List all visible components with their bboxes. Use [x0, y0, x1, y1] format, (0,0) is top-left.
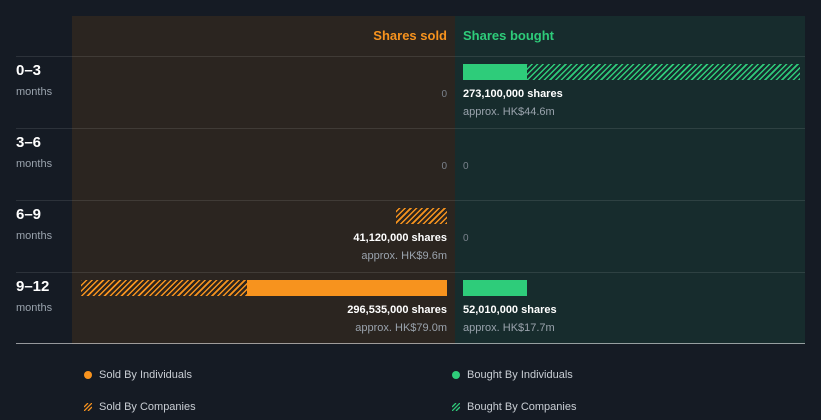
orange-dot-icon	[84, 371, 92, 379]
bought-companies-bar	[527, 64, 800, 80]
row-divider	[16, 272, 805, 273]
sold-zero-value: 0	[441, 161, 447, 172]
row-divider	[16, 200, 805, 201]
period-label: 9–12	[16, 278, 50, 295]
green-dot-icon	[452, 371, 460, 379]
sold-shares-value: 41,120,000 shares	[353, 232, 447, 244]
sold-companies-bar	[81, 280, 248, 296]
bought-shares-value: 273,100,000 shares	[463, 88, 563, 100]
bought-zero-value: 0	[463, 161, 469, 172]
legend-sold-individuals: Sold By Individuals	[84, 369, 192, 381]
sold-individuals-bar	[247, 280, 447, 296]
legend-bought-companies: Bought By Companies	[452, 401, 576, 413]
period-label: 3–6	[16, 134, 42, 151]
legend-sold-companies: Sold By Companies	[84, 401, 196, 413]
bought-shares-value: 52,010,000 shares	[463, 304, 557, 316]
period-label: 0–3	[16, 62, 42, 79]
shares-bought-header: Shares bought	[463, 28, 555, 43]
sold-zero-value: 0	[441, 89, 447, 100]
period-label: 6–9	[16, 206, 42, 223]
legend-label: Sold By Companies	[99, 401, 196, 413]
bought-approx-value: approx. HK$17.7m	[463, 322, 555, 334]
bought-zero-value: 0	[463, 233, 469, 244]
orange-hatch-icon	[84, 403, 92, 411]
legend-bought-individuals: Bought By Individuals	[452, 369, 573, 381]
sold-approx-value: approx. HK$79.0m	[355, 322, 447, 334]
green-hatch-icon	[452, 403, 460, 411]
legend-label: Sold By Individuals	[99, 369, 192, 381]
legend-label: Bought By Individuals	[467, 369, 573, 381]
sold-companies-bar	[396, 208, 447, 224]
period-unit: months	[16, 158, 53, 170]
bought-individuals-bar	[463, 64, 528, 80]
period-unit: months	[16, 230, 53, 242]
shares-sold-header: Shares sold	[373, 28, 447, 43]
period-unit: months	[16, 302, 53, 314]
period-unit: months	[16, 86, 53, 98]
legend-label: Bought By Companies	[467, 401, 577, 413]
sold-shares-value: 296,535,000 shares	[347, 304, 447, 316]
bought-approx-value: approx. HK$44.6m	[463, 106, 555, 118]
row-divider	[16, 56, 805, 57]
chart-baseline	[16, 343, 805, 344]
row-divider	[16, 128, 805, 129]
sold-approx-value: approx. HK$9.6m	[361, 250, 447, 262]
bought-individuals-bar	[463, 280, 528, 296]
